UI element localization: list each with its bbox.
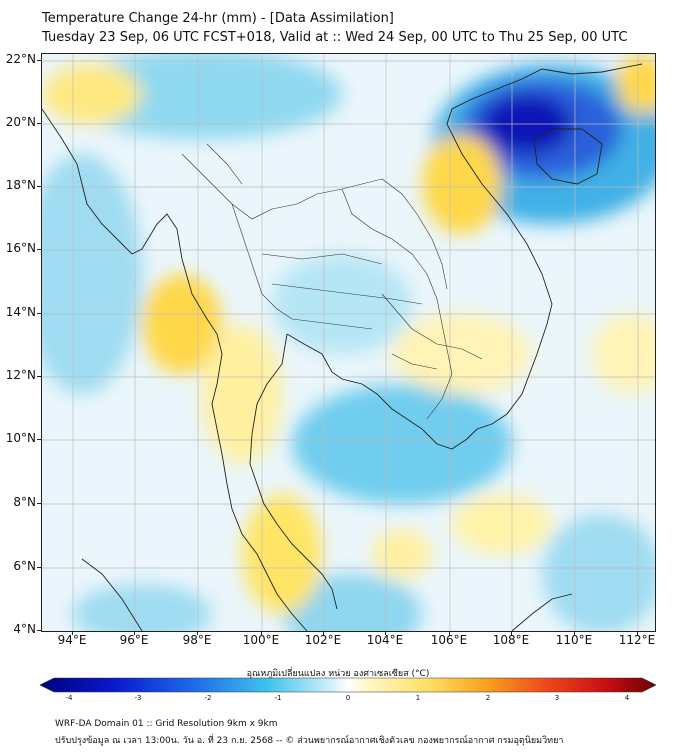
lon-label: 110°E [555,633,593,647]
peninsula-west-coast [226,483,308,631]
graticule [42,54,655,631]
warm-patch [42,64,142,124]
coastlines [42,63,643,631]
colorbar-tick: 4 [624,694,630,702]
colorbar [40,677,656,693]
colorbar-tick: -1 [274,694,282,702]
lat-label: 6°N [13,559,36,573]
warm-patch [202,324,282,464]
temperature-field [42,54,655,631]
lat-label: 20°N [5,115,36,129]
map-panel[interactable] [41,53,656,632]
lon-label: 100°E [242,633,280,647]
colorbar-tick: -4 [65,694,73,702]
cool-patch [62,54,342,139]
warm-patch [392,314,532,394]
warm-patch [592,314,655,394]
myanmar-coast [42,108,228,485]
lon-label: 104°E [366,633,404,647]
sumatra-coast [81,558,143,631]
lat-label: 8°N [13,495,36,509]
cambodia-vietnam-coast [421,63,643,450]
lat-label: 10°N [5,431,36,445]
lon-label: 94°E [57,633,87,647]
lat-label: 18°N [5,178,36,192]
warm-patch [452,494,552,554]
lon-label: 112°E [618,633,656,647]
lat-label: 12°N [5,368,36,382]
cool-patch [72,584,212,631]
colorbar-gradient [40,677,656,693]
gulf-of-thailand [286,333,423,430]
footer-credit: ปรับปรุงข้อมูล ณ เวลา 13:00น. วัน อ. ที่… [55,736,564,746]
borneo-coast [511,593,573,631]
colorbar-tick: 3 [554,694,560,702]
cool-patch [42,154,142,394]
lat-label: 16°N [5,241,36,255]
lat-label: 14°N [5,305,36,319]
temperature-map [42,54,655,631]
lon-label: 96°E [119,633,149,647]
colorbar-tick: 1 [415,694,421,702]
footer-model-info: WRF-DA Domain 01 :: Grid Resolution 9km … [55,719,278,729]
cool-patch [292,384,512,504]
cool-patch [542,514,655,631]
colorbar-label: อุณหภูมิเปลี่ยนแปลง หน่วย องศาเซลเซียส (… [246,669,430,679]
chart-title: Temperature Change 24-hr (mm) - [Data As… [42,11,394,26]
warm-patch [617,54,655,114]
warm-patch [372,529,432,579]
lon-label: 102°E [304,633,342,647]
lon-label: 98°E [182,633,212,647]
colorbar-tick: 0 [345,694,351,702]
cool-patch [272,254,412,354]
hainan-island [533,128,603,185]
colorbar-tick: 2 [485,694,491,702]
warm-patch [242,494,322,614]
colorbar-tick: -2 [204,694,212,702]
lon-label: 108°E [492,633,530,647]
admin-borders [181,143,483,420]
colorbar-tick: -3 [134,694,142,702]
warm-patch [422,134,502,234]
lat-label: 22°N [5,52,36,66]
chart-subtitle: Tuesday 23 Sep, 06 UTC FCST+018, Valid a… [42,30,628,45]
lon-label: 106°E [430,633,468,647]
peninsula-east-coast [249,333,338,610]
cool-patch [282,574,422,631]
warm-patch [142,274,222,374]
lat-label: 4°N [13,622,36,636]
